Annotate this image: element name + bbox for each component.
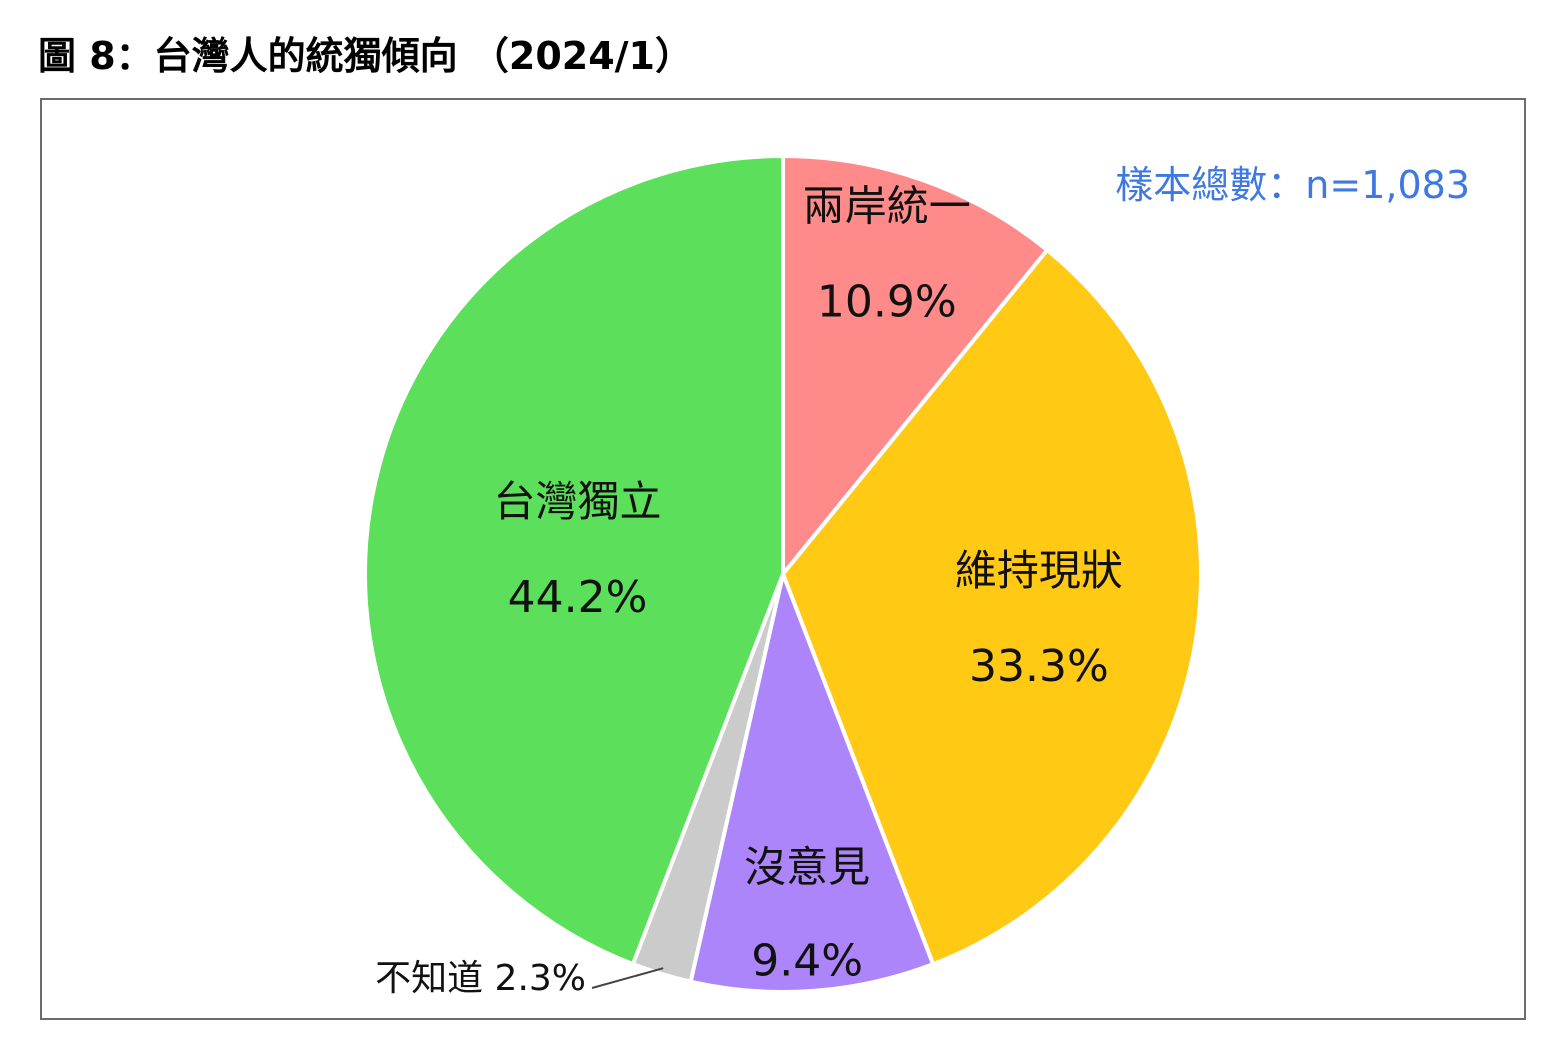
- slice-value-unification: 10.9%: [817, 277, 957, 328]
- slice-label-dont-know: 不知道 2.3%: [375, 958, 586, 999]
- slice-name-status-quo: 維持現狀: [955, 546, 1123, 595]
- pie-slices: [363, 154, 1203, 994]
- figure-title: 圖 8：台灣人的統獨傾向 （2024/1）: [38, 34, 693, 78]
- pie-slice-unification: [781, 154, 1050, 576]
- slice-name-no-opinion: 沒意見: [744, 843, 870, 892]
- chart-frame: [40, 98, 1526, 1020]
- slice-name-unification: 兩岸統一: [803, 182, 971, 231]
- sample-size-note: 樣本總數：n=1,083: [1115, 163, 1470, 207]
- pie-slice-status-quo: [781, 248, 1203, 967]
- slice-value-no-opinion: 9.4%: [751, 936, 863, 987]
- slice-value-status-quo: 33.3%: [969, 641, 1109, 692]
- pie-slice-no-opinion: [688, 572, 936, 994]
- pie-slice-independence: [363, 154, 785, 967]
- leader-line-dont-know: [591, 967, 664, 989]
- slice-name-independence: 台灣獨立: [494, 477, 662, 526]
- slice-value-independence: 44.2%: [508, 572, 648, 623]
- pie-labels: 兩岸統一 10.9% 維持現狀 33.3% 沒意見 9.4% 不知道 2.3% 台灣獨立 44.…: [375, 182, 1123, 999]
